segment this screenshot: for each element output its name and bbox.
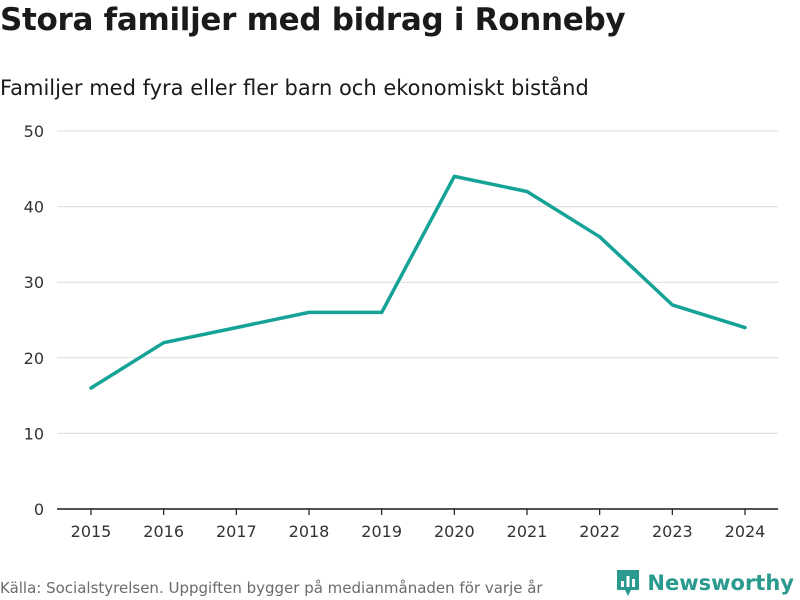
x-tick-label: 2023 xyxy=(652,522,693,541)
x-tick-labels: 2015 2016 2017 2018 2019 2020 2021 2022 2023 2024 xyxy=(71,522,766,541)
chart-title: Stora familjer med bidrag i Ronneby xyxy=(0,2,626,38)
data-point xyxy=(670,303,674,307)
data-point xyxy=(89,386,93,390)
x-tick-label: 2018 xyxy=(289,522,330,541)
x-tick-label: 2017 xyxy=(216,522,257,541)
series-line xyxy=(89,174,747,390)
y-tick-label: 30 xyxy=(24,273,44,292)
x-tick-label: 2024 xyxy=(725,522,766,541)
y-tick-label: 50 xyxy=(24,122,44,141)
brand-name: Newsworthy xyxy=(647,571,794,595)
x-tick-label: 2020 xyxy=(434,522,475,541)
data-point xyxy=(452,174,456,178)
x-tick-label: 2015 xyxy=(71,522,112,541)
x-tick-label: 2021 xyxy=(507,522,548,541)
x-axis xyxy=(57,508,778,515)
x-tick-label: 2019 xyxy=(361,522,402,541)
data-point xyxy=(380,310,384,314)
x-tick-label: 2022 xyxy=(579,522,620,541)
y-tick-labels: 0 10 20 30 40 50 xyxy=(24,122,44,519)
y-tick-label: 0 xyxy=(34,500,44,519)
x-tick-label: 2016 xyxy=(143,522,184,541)
y-tick-label: 40 xyxy=(24,198,44,217)
brand-logo: Newsworthy xyxy=(615,568,794,598)
source-note: Källa: Socialstyrelsen. Uppgiften bygger… xyxy=(0,579,543,597)
y-tick-label: 20 xyxy=(24,349,44,368)
newsworthy-logo-icon xyxy=(617,570,640,596)
y-tick-label: 10 xyxy=(24,424,44,443)
data-point xyxy=(525,189,529,193)
line-chart: 0 10 20 30 40 50 2015 2016 2017 2018 2019 2020 2021… xyxy=(24,122,778,541)
data-point xyxy=(307,310,311,314)
data-point xyxy=(743,326,747,330)
chart-subtitle: Familjer med fyra eller fler barn och ek… xyxy=(0,76,589,100)
gridlines xyxy=(57,130,778,434)
data-point xyxy=(162,341,166,345)
data-point xyxy=(598,235,602,239)
series-lines xyxy=(89,174,747,390)
data-point xyxy=(234,326,238,330)
